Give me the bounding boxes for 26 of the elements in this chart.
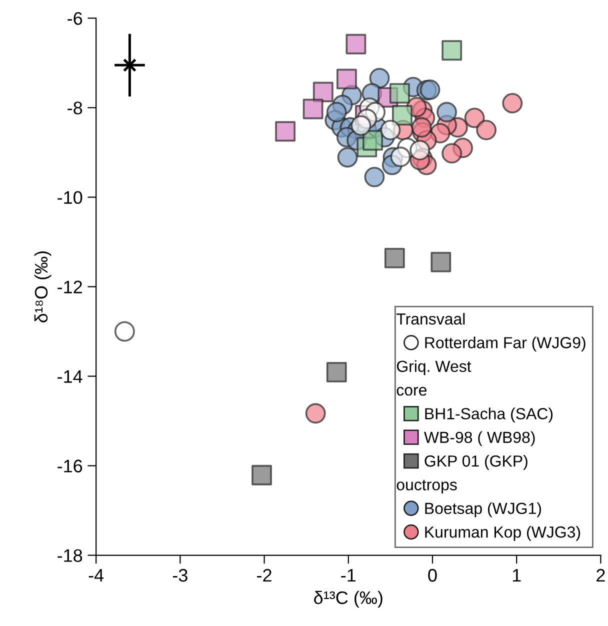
- annotation: ouctrops: [396, 480, 457, 494]
- x-tick-label: -4: [88, 569, 104, 582]
- x-tick-label: -1: [341, 569, 356, 582]
- y-tick-label: -12: [58, 280, 82, 294]
- y-tick-label: -6: [68, 12, 82, 25]
- x-tick-label: 2: [596, 568, 605, 582]
- legend-label: Kuruman Kop (WJG3): [425, 526, 580, 541]
- annotation: Transvaal: [396, 312, 465, 325]
- x-tick-label: 1: [512, 569, 521, 582]
- y-tick-label: -10: [58, 191, 82, 204]
- x-axis-title: δ¹³C (‰): [314, 590, 382, 608]
- legend-label: Boetsap (WJG1): [425, 502, 541, 518]
- x-tick-label: -3: [172, 568, 188, 582]
- y-axis-title: δ¹⁸O (‰): [34, 251, 52, 322]
- legend-label: BH1-Sacha (SAC): [425, 408, 553, 423]
- y-tick-label: -14: [58, 370, 82, 383]
- y-tick-label: -8: [68, 102, 82, 114]
- x-tick-label: -2: [257, 568, 272, 582]
- annotation: core: [396, 386, 427, 396]
- x-tick-label: 0: [428, 568, 437, 582]
- y-tick-label: -18: [58, 549, 82, 562]
- legend-label: GKP 01 (GKP): [424, 454, 528, 470]
- annotation: Griq. West: [396, 360, 472, 376]
- y-tick-label: -16: [58, 460, 82, 472]
- legend-label: WB-98 ( WB98): [424, 431, 535, 446]
- legend-label: Rotterdam Far (WJG9): [425, 336, 586, 352]
